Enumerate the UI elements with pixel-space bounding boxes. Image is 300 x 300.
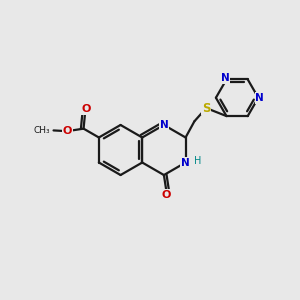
Text: N: N bbox=[221, 73, 230, 83]
Text: H: H bbox=[194, 156, 202, 166]
Text: O: O bbox=[81, 104, 91, 114]
Text: O: O bbox=[63, 126, 72, 136]
Text: O: O bbox=[162, 190, 171, 200]
Text: S: S bbox=[202, 101, 210, 115]
Text: CH₃: CH₃ bbox=[34, 126, 51, 135]
Text: N: N bbox=[255, 93, 264, 103]
Text: N: N bbox=[181, 158, 190, 167]
Text: N: N bbox=[160, 120, 168, 130]
